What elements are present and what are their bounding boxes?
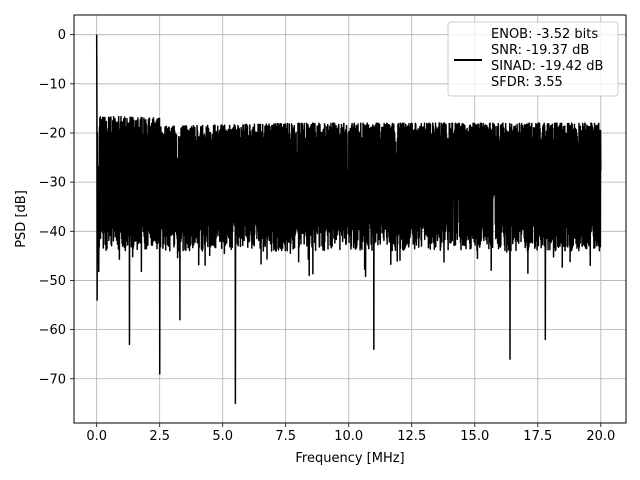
x-tick-label: 5.0 <box>212 429 233 444</box>
legend-enob: ENOB: -3.52 bits <box>491 27 598 42</box>
y-tick-label: −40 <box>39 225 66 240</box>
y-tick-label: −50 <box>39 274 66 289</box>
legend: ENOB: -3.52 bits SNR: -19.37 dB SINAD: -… <box>447 21 619 97</box>
x-tick-label: 12.5 <box>397 429 426 444</box>
psd-series-line <box>95 34 602 405</box>
y-axis-label: PSD [dB] <box>14 190 29 248</box>
y-tick-label: −70 <box>39 372 66 387</box>
y-axis-ticks: 0 −10 −20 −30 −40 −50 −60 −70 <box>39 28 74 387</box>
x-tick-label: 10.0 <box>334 429 363 444</box>
y-tick-label: −20 <box>39 126 66 141</box>
x-axis-label: Frequency [MHz] <box>295 451 404 466</box>
x-tick-label: 15.0 <box>460 429 489 444</box>
y-tick-label: −10 <box>39 77 66 92</box>
series-layer <box>95 34 602 405</box>
y-tick-label: 0 <box>58 28 66 43</box>
y-tick-label: −60 <box>39 323 66 338</box>
y-tick-label: −30 <box>39 176 66 191</box>
legend-box <box>447 21 619 97</box>
x-tick-label: 2.5 <box>149 429 170 444</box>
legend-sinad: SINAD: -19.42 dB <box>491 59 603 74</box>
plot-frame <box>73 14 627 424</box>
x-tick-label: 7.5 <box>275 429 296 444</box>
legend-sfdr: SFDR: 3.55 <box>491 75 563 90</box>
x-axis-ticks: 0.0 2.5 5.0 7.5 10.0 12.5 15.0 17.5 20.0 <box>86 423 615 444</box>
legend-snr: SNR: -19.37 dB <box>491 43 589 58</box>
x-tick-label: 17.5 <box>523 429 552 444</box>
x-tick-label: 0.0 <box>86 429 107 444</box>
x-tick-label: 20.0 <box>586 429 615 444</box>
